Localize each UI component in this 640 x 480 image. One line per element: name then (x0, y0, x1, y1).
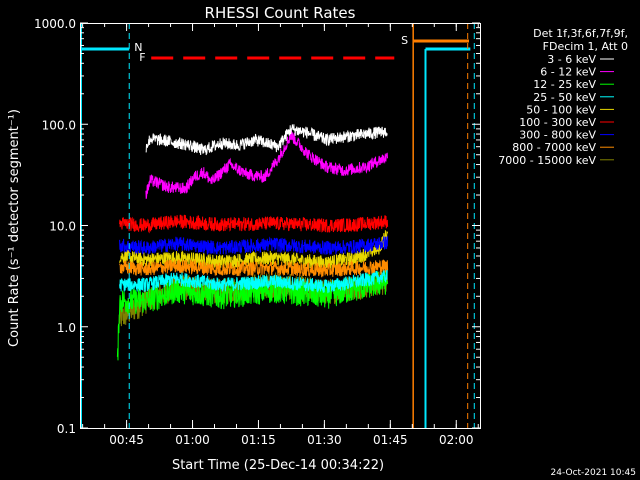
legend-entry-label: 6 - 12 keV (540, 66, 596, 79)
flag-label-S: S (401, 34, 408, 47)
legend-entry-label: 3 - 6 keV (547, 53, 596, 66)
y-tick-label: 100.0 (42, 118, 76, 132)
legend-entry-label: 12 - 25 keV (533, 78, 596, 91)
series-line (145, 130, 388, 199)
legend-header-line: FDecim 1, Att 0 (543, 40, 628, 53)
series-line (119, 214, 389, 234)
legend: Det 1f,3f,6f,7f,9f,FDecim 1, Att 03 - 6 … (498, 27, 628, 167)
y-tick-label: 0.1 (57, 422, 76, 436)
x-axis-label: Start Time (25-Dec-14 00:34:22) (172, 458, 384, 473)
x-axis: 00:45 01:00 01:15 01:30 01:45 02:00 (82, 23, 479, 447)
x-tick-label: 01:30 (307, 433, 342, 447)
series-line (119, 268, 389, 294)
y-tick-label: 1000.0 (34, 17, 76, 31)
series-line (119, 236, 389, 256)
plot-content: NF S (80, 23, 475, 428)
x-tick-label: 02:00 (439, 433, 474, 447)
x-tick-label: 00:45 (109, 433, 144, 447)
flag-label-F: F (139, 51, 145, 64)
legend-entry-label: 100 - 300 keV (519, 116, 596, 129)
x-tick-label: 01:45 (373, 433, 408, 447)
x-tick-label: 01:15 (241, 433, 276, 447)
legend-entry-label: 7000 - 15000 keV (498, 154, 596, 167)
footer-date: 24-Oct-2021 10:45 (551, 468, 636, 478)
y-axis: 0.1 1.0 10.0 100.0 1000.0 (34, 17, 480, 436)
series-line (119, 258, 389, 278)
chart-title: RHESSI Count Rates (205, 4, 356, 22)
legend-entry-label: 50 - 100 keV (526, 103, 596, 116)
legend-header-line: Det 1f,3f,6f,7f,9f, (533, 27, 628, 40)
x-tick-label: 01:00 (175, 433, 210, 447)
y-axis-label: Count Rate (s⁻¹ detector segment⁻¹) (7, 109, 22, 347)
y-tick-label: 10.0 (49, 220, 76, 234)
legend-entry-label: 25 - 50 keV (533, 91, 596, 104)
legend-entry-label: 300 - 800 keV (519, 129, 596, 142)
flag-label-N: N (134, 41, 142, 54)
y-tick-label: 1.0 (57, 321, 76, 335)
series-line (145, 124, 388, 156)
legend-entry-label: 800 - 7000 keV (512, 141, 596, 154)
